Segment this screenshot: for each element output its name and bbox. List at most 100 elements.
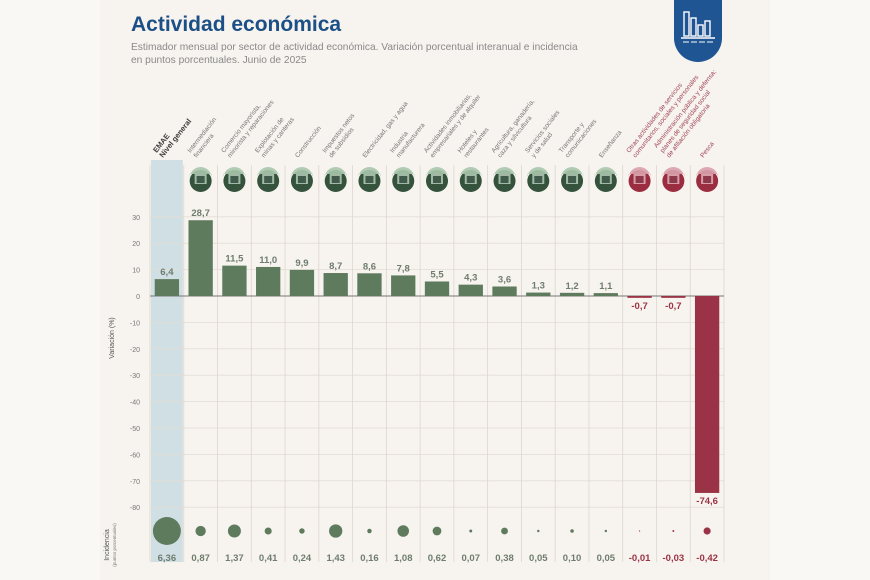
category-label: Enseñanza <box>598 129 624 159</box>
incidence-value-label: 0,07 <box>462 553 481 564</box>
incidence-bubble <box>570 529 574 533</box>
incidence-value-label: 0,10 <box>563 553 582 564</box>
incidence-bubble <box>703 527 711 535</box>
bar <box>256 266 281 296</box>
y-tick-label: 10 <box>132 268 140 275</box>
bar <box>492 286 517 296</box>
transport-icon <box>561 167 584 192</box>
bar-value-label: 11,5 <box>225 254 244 265</box>
incidence-bubble <box>501 527 508 535</box>
incidence-bubble <box>367 528 372 534</box>
incidence-value-label: -0,01 <box>629 553 651 564</box>
oil-pump-icon <box>257 167 280 192</box>
real-estate-icon <box>426 167 448 192</box>
bar-value-label: 1,1 <box>599 281 613 292</box>
incidence-value-label: 0,41 <box>259 553 278 564</box>
bar <box>424 281 450 296</box>
incidence-bubble <box>397 525 410 537</box>
incidence-bubble <box>672 530 675 532</box>
incidence-bubble <box>299 528 305 534</box>
bar-value-label: 1,3 <box>532 281 545 292</box>
bar <box>391 275 416 296</box>
incidence-value-label: 0,38 <box>495 553 514 564</box>
y-tick-label: -10 <box>130 320 140 327</box>
bar-value-label: -74,6 <box>696 496 718 507</box>
incidence-bubble <box>432 526 442 536</box>
bar <box>222 265 247 296</box>
bar <box>357 273 382 296</box>
incidence-value-label: 1,37 <box>225 553 244 564</box>
incidence-bubble <box>264 527 272 535</box>
bar <box>694 296 720 493</box>
gears-icon <box>392 167 415 192</box>
y-tick-label: -80 <box>130 505 140 512</box>
incidence-bubble <box>604 529 608 533</box>
y-tick-label: -20 <box>130 347 140 354</box>
y-tick-label: 20 <box>132 241 140 248</box>
bar <box>188 220 213 296</box>
category-label-line: Construcción <box>294 125 323 160</box>
page-title: Actividad económica <box>131 13 342 36</box>
incidence-bubble <box>638 530 641 532</box>
right-margin <box>770 0 870 580</box>
bar <box>593 293 618 296</box>
education-icon <box>594 167 617 192</box>
subtitle-line-2: en puntos porcentuales. Junio de 2025 <box>131 55 307 66</box>
bar-value-label: 3,6 <box>498 274 511 285</box>
bar-value-label: 6,4 <box>160 267 174 278</box>
incidence-bubble <box>469 529 473 533</box>
power-tower-icon <box>358 167 381 192</box>
hotel-icon <box>459 167 482 192</box>
incidence-value-label: 1,43 <box>326 553 345 564</box>
bar <box>627 296 652 298</box>
incidence-value-label: 0,05 <box>529 553 548 564</box>
subtitle-line-1: Estimador mensual por sector de activida… <box>131 42 578 53</box>
category-label: Construcción <box>294 125 323 160</box>
category-label: Pesca <box>699 140 716 159</box>
incidence-value-label: 0,16 <box>360 553 379 564</box>
agriculture-icon <box>493 167 516 192</box>
bar-value-label: 8,6 <box>363 261 376 272</box>
bar <box>154 279 180 296</box>
theater-icon <box>628 167 651 192</box>
y-tick-label: -30 <box>130 373 140 380</box>
incidence-value-label: 0,87 <box>191 553 210 564</box>
incidence-value-label: 6,36 <box>158 553 177 564</box>
y-tick-label: -40 <box>130 400 140 407</box>
bar-value-label: 28,7 <box>191 208 210 219</box>
page-subtitle: Estimador mensual por sector de activida… <box>131 41 611 67</box>
government-icon <box>662 167 685 192</box>
bar <box>559 292 585 296</box>
incidence-label: Incidencia <box>104 529 111 561</box>
bar-value-label: -0,7 <box>631 301 647 312</box>
logo-badge <box>674 0 722 62</box>
bar-value-label: 8,7 <box>329 261 342 272</box>
incidence-value-label: 0,24 <box>293 553 312 564</box>
bar <box>323 273 348 296</box>
bar <box>661 296 686 298</box>
incidence-bubble <box>195 525 206 537</box>
bank-icon <box>189 167 212 192</box>
excavator-icon <box>290 167 313 192</box>
bar-value-label: 9,9 <box>295 258 308 269</box>
incidence-value-label: -0,03 <box>663 553 685 564</box>
bar-value-label: 4,3 <box>464 273 477 284</box>
y-axis-label: Variación (%) <box>109 317 116 359</box>
bar <box>526 292 551 296</box>
bar-value-label: 5,5 <box>430 269 444 280</box>
bar <box>289 269 315 296</box>
y-tick-label: -70 <box>130 479 140 486</box>
incidence-value-label: -0,42 <box>696 553 718 564</box>
incidence-bubble <box>537 529 540 533</box>
bar-value-label: 1,2 <box>565 281 578 292</box>
highlight-column <box>151 160 183 562</box>
incidence-bubble <box>227 524 241 538</box>
incidence-sublabel: (puntos porcentuales) <box>112 523 117 567</box>
incidence-bubble <box>152 517 181 545</box>
category-label-line: Enseñanza <box>598 129 624 159</box>
